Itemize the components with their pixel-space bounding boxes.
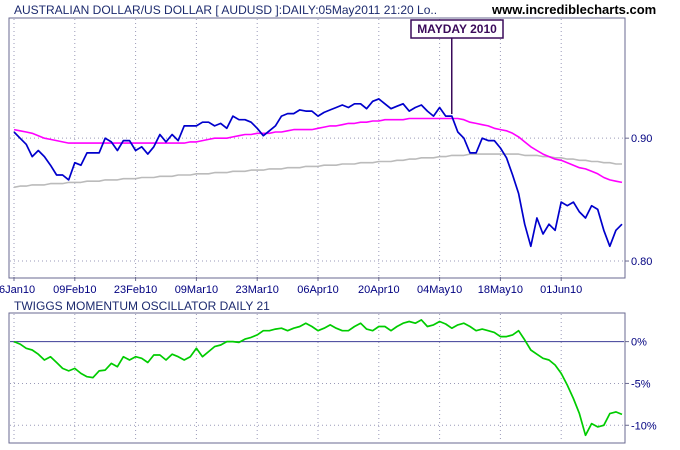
momentum-line <box>13 319 623 437</box>
x-tick-label: 20Apr10 <box>358 284 400 296</box>
x-tick-label: 06Apr10 <box>297 284 339 296</box>
price-panel-frame <box>8 17 626 279</box>
x-tick-label: 26Jan10 <box>0 284 35 296</box>
oscillator-y-tick-label: -10% <box>631 420 657 432</box>
mayday-label-box <box>410 19 504 39</box>
price-series-group <box>13 98 623 248</box>
site-url[interactable]: www.incrediblecharts.com <box>491 2 656 17</box>
price-x-axis: 26Jan10 09Feb10 23Feb10 09Mar10 23Mar10 06Apr… <box>0 277 582 296</box>
y-tick-label: 0.90 <box>631 133 652 145</box>
x-tick-label: 04May10 <box>417 284 462 296</box>
x-tick-label: 23Mar10 <box>235 284 278 296</box>
mayday-label: MAYDAY 2010 <box>417 22 497 36</box>
oscillator-grid <box>10 314 624 442</box>
oscillator-y-axis: 0% -5% -10% <box>625 337 657 432</box>
x-tick-label: 23Feb10 <box>114 284 157 296</box>
x-tick-label: 18May10 <box>478 284 523 296</box>
oscillator-panel-frame <box>8 312 626 444</box>
chart-title: AUSTRALIAN DOLLAR/US DOLLAR [ AUDUSD ]:D… <box>14 3 437 17</box>
oscillator-y-tick-label: 0% <box>631 337 647 349</box>
price-y-axis: 0.90 0.80 <box>625 133 652 268</box>
x-tick-label: 09Mar10 <box>175 284 218 296</box>
oscillator-y-tick-label: -5% <box>631 378 651 390</box>
price-line <box>13 98 623 248</box>
x-tick-label: 09Feb10 <box>53 284 96 296</box>
moving-average-short-line <box>13 117 623 184</box>
oscillator-title: TWIGGS MOMENTUM OSCILLATOR DAILY 21 <box>14 299 270 313</box>
x-tick-label: 01Jun10 <box>540 284 582 296</box>
y-tick-label: 0.80 <box>631 256 652 268</box>
moving-average-long-line <box>13 153 622 189</box>
oscillator-series-group <box>13 319 623 437</box>
